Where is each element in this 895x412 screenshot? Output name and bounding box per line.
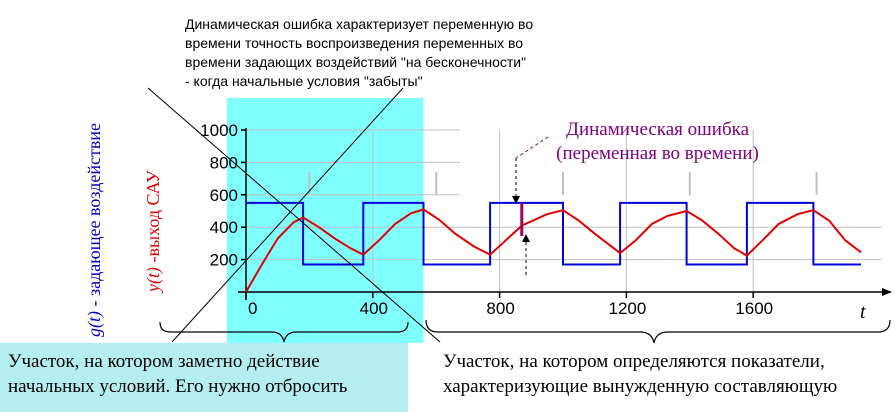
caption-line: Участок, на котором заметно действие (8, 351, 320, 372)
caption-line: характеризующие вынужденную составляющую (443, 376, 838, 397)
steady-section-caption: Участок, на котором определяются показат… (443, 349, 893, 399)
caption-line: Участок, на котором определяются показат… (443, 351, 825, 372)
callout-line: (переменная во времени) (556, 143, 759, 164)
dynamic-error-callout: Динамическая ошибка (переменная во време… (530, 118, 785, 166)
output-signal-label-text: -выход САУ (143, 170, 163, 268)
caption-line: начальных условий. Его нужно отбросить (8, 376, 348, 397)
x-tick-label: 1200 (608, 299, 646, 318)
y-tick-label: 800 (210, 153, 238, 172)
description-line: времени задающих воздействий "на бесконе… (185, 54, 527, 70)
x-tick-labels: 0 400 800 1200 1600 (248, 299, 773, 318)
description-line: Динамическая ошибка характеризует переме… (185, 16, 534, 32)
cross-lines (147, 87, 441, 343)
initial-section-caption: Участок, на котором заметно действие нач… (0, 343, 408, 412)
output-signal-axis-label: y(t) -выход САУ (143, 170, 164, 292)
y-tick-label: 200 (210, 251, 238, 270)
x-tick-label: 0 (248, 299, 257, 318)
output-signal-symbol: y(t) (143, 267, 163, 292)
y-tick-label: 600 (210, 186, 238, 205)
y-tick-label: 400 (210, 218, 238, 237)
x-tick-label: 800 (486, 299, 514, 318)
input-signal-symbol: g(t) (84, 311, 104, 337)
callout-line: Динамическая ошибка (565, 119, 750, 140)
description-line: времени точность воспроизведения перемен… (185, 35, 524, 51)
description-text: Динамическая ошибка характеризует переме… (185, 15, 645, 91)
x-tick-label: 400 (360, 299, 388, 318)
description-line: - когда начальные условия "забыты" (185, 73, 423, 89)
section-braces (159, 319, 891, 344)
initial-conditions-region (226, 98, 424, 343)
x-axis-label: t (860, 301, 866, 323)
chart-axes (238, 128, 892, 300)
callout-arrows (512, 136, 549, 275)
input-signal-axis-label: g(t) - задающее воздействие (84, 123, 105, 337)
input-signal-label-text: - задающее воздействие (84, 123, 104, 311)
y-tick-label: 1000 (200, 121, 238, 140)
y-tick-labels: 200 400 600 800 1000 (200, 121, 238, 270)
output-signal-line (245, 208, 862, 293)
x-axis-arrow (882, 288, 892, 296)
x-tick-label: 1600 (735, 299, 773, 318)
